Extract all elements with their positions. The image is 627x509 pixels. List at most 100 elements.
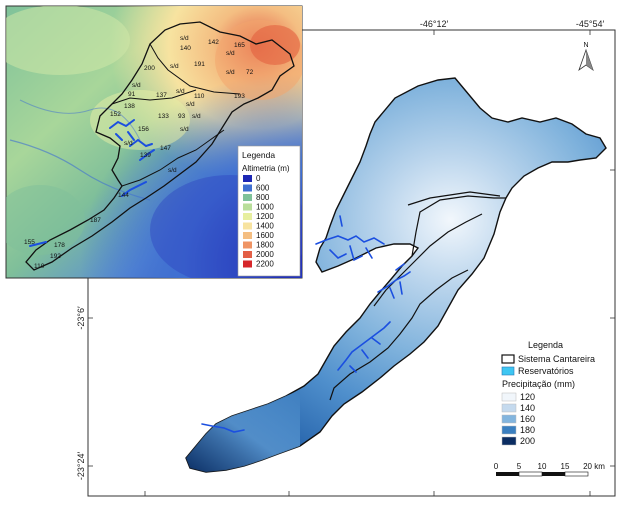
station-label: 139 <box>140 152 151 159</box>
precip-legend: Legenda Sistema Cantareira Reservatórios… <box>501 340 595 446</box>
alt-label-1200: 1200 <box>256 212 274 221</box>
alt-swatch-1200 <box>243 213 252 220</box>
scale-tick-15: 15 <box>561 462 570 471</box>
station-label: 178 <box>54 242 65 249</box>
legend-swatch-basin <box>501 354 515 364</box>
alt-swatch-1400 <box>243 222 252 230</box>
inset-divider-2 <box>121 129 225 187</box>
station-label: 200 <box>144 65 155 72</box>
alt-label-1600: 1600 <box>256 231 274 240</box>
legend-label-basin: Sistema Cantareira <box>518 354 595 364</box>
scale-tick-5: 5 <box>517 462 522 471</box>
alt-swatch-1600 <box>243 232 252 239</box>
legend-label-reservoir: Reservatórios <box>518 366 574 376</box>
precip-swatch-180 <box>501 425 517 435</box>
station-label: s/d <box>176 88 185 95</box>
station-label: s/d <box>186 101 195 108</box>
station-label: s/d <box>168 167 177 174</box>
station-label: 72 <box>246 69 254 76</box>
alt-label-1800: 1800 <box>256 241 274 250</box>
station-label: 138 <box>124 103 135 110</box>
alt-label-0: 0 <box>256 174 261 183</box>
legend-swatch-reservoir <box>501 366 515 376</box>
station-label: s/d <box>180 126 189 133</box>
station-label: 192 <box>50 253 61 260</box>
alt-swatch-2200 <box>243 260 252 268</box>
alt-label-1400: 1400 <box>256 222 274 231</box>
station-label: s/d <box>132 82 141 89</box>
inset-divider-1 <box>149 43 241 95</box>
station-label: 91 <box>128 91 136 98</box>
coord-left-1: -23°6′ <box>76 306 86 330</box>
station-label: 147 <box>160 145 171 152</box>
sub-basin-divider-2 <box>407 191 501 206</box>
station-label: 110 <box>194 93 205 100</box>
reservoirs-main <box>201 215 411 433</box>
scale-tick-0: 0 <box>494 462 499 471</box>
alt-swatch-2000 <box>243 251 252 258</box>
coord-top-2: -45°54′ <box>576 19 605 29</box>
inset-altimetry-map: 142 165 140 s/d s/d 200 s/d 191 s/d 72 s… <box>5 5 303 279</box>
station-label: 110 <box>34 263 45 270</box>
coord-top-1: -46°12′ <box>420 19 449 29</box>
inset-reservoirs <box>29 119 155 247</box>
altimetry-legend-subtitle: Altimetria (m) <box>242 164 290 173</box>
north-label: N <box>583 42 588 49</box>
station-label: 133 <box>158 113 169 120</box>
coord-left-2: -23°24′ <box>76 452 86 481</box>
station-label: 142 <box>208 39 219 46</box>
precip-swatch-160 <box>501 414 517 424</box>
alt-swatch-1800 <box>243 241 252 249</box>
precip-label-160: 160 <box>520 414 535 424</box>
station-label: s/d <box>226 69 235 76</box>
precip-label-180: 180 <box>520 425 535 435</box>
reservoir-jaguari <box>315 215 385 262</box>
north-arrow-icon: N <box>578 42 594 72</box>
scale-bar: 0 5 10 15 20 km <box>494 462 605 477</box>
reservoir-atibainha <box>337 321 391 373</box>
altimetry-legend: Legenda Altimetria (m) 0 600 800 1000 12… <box>237 145 301 277</box>
station-label: 155 <box>24 239 35 246</box>
reservoir-paiva <box>201 423 245 433</box>
alt-label-2000: 2000 <box>256 250 274 259</box>
station-label: s/d <box>192 113 201 120</box>
station-label: 137 <box>156 92 167 99</box>
station-label: s/d <box>124 140 133 147</box>
altimetry-legend-title: Legenda <box>242 150 275 160</box>
alt-label-800: 800 <box>256 193 270 202</box>
precip-label-200: 200 <box>520 436 535 446</box>
inset-station-labels: 142 165 140 s/d s/d 200 s/d 191 s/d 72 s… <box>24 35 254 270</box>
sub-basin-divider-4 <box>373 213 483 307</box>
reservoir-cachoeira <box>377 263 411 299</box>
sub-basin-divider-1 <box>411 195 506 257</box>
alt-swatch-0 <box>243 175 252 182</box>
scale-tick-20: 20 km <box>583 462 605 471</box>
precip-legend-subtitle: Precipitação (mm) <box>502 379 575 389</box>
station-label: s/d <box>226 50 235 57</box>
precip-label-120: 120 <box>520 392 535 402</box>
station-label: s/d <box>170 63 179 70</box>
alt-label-1000: 1000 <box>256 203 274 212</box>
station-label: 144 <box>118 192 129 199</box>
station-label: 165 <box>234 42 245 49</box>
station-label: 140 <box>180 45 191 52</box>
inset-divider-3 <box>111 89 197 105</box>
precip-label-140: 140 <box>520 403 535 413</box>
precip-swatch-200 <box>501 436 517 446</box>
inset-basin-outline <box>25 21 295 271</box>
station-label: s/d <box>180 35 189 42</box>
station-label: 187 <box>90 217 101 224</box>
precip-legend-title: Legenda <box>528 340 563 350</box>
precip-swatch-140 <box>501 403 517 413</box>
alt-swatch-800 <box>243 194 252 201</box>
alt-label-600: 600 <box>256 184 270 193</box>
sub-basin-divider-3 <box>329 269 469 401</box>
alt-label-2200: 2200 <box>256 260 274 269</box>
station-label: 193 <box>234 93 245 100</box>
graticule-ticks <box>88 30 615 496</box>
precip-swatch-120 <box>501 392 517 402</box>
station-label: 156 <box>138 126 149 133</box>
station-label: 152 <box>110 111 121 118</box>
station-label: 191 <box>194 61 205 68</box>
